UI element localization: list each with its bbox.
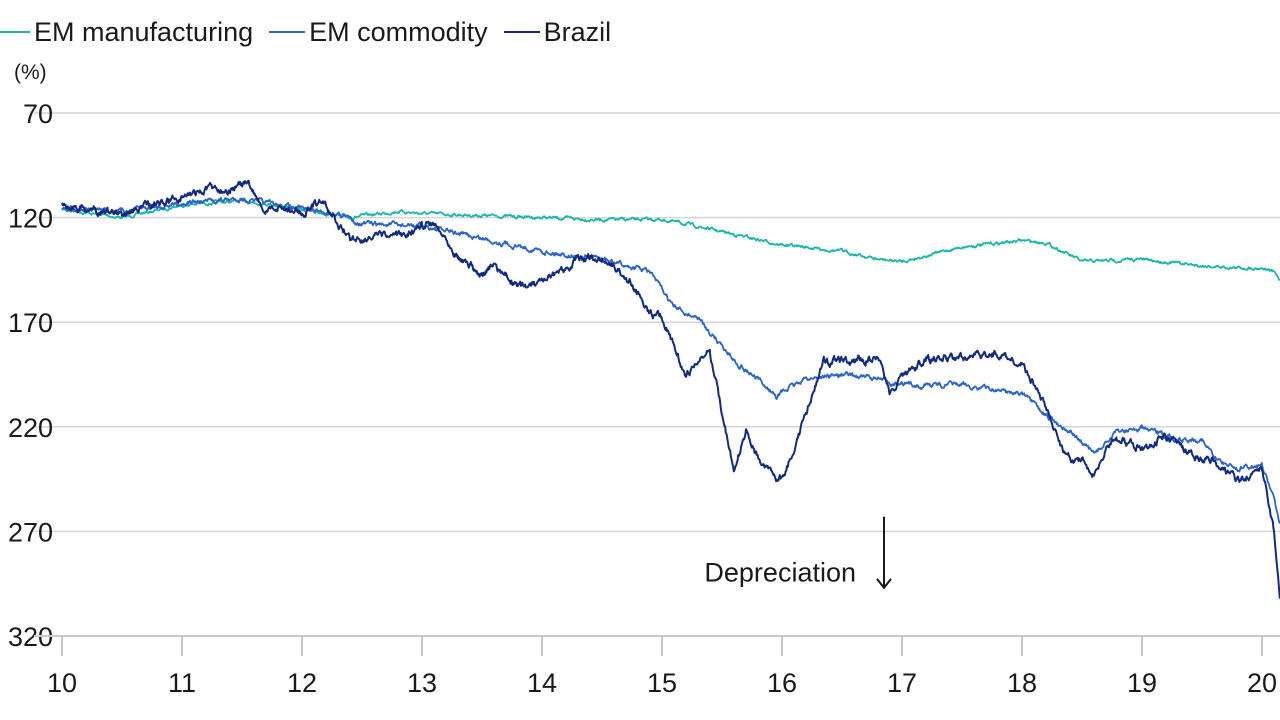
y-tick-label: 270 <box>8 517 53 547</box>
legend: EM manufacturing EM commodity Brazil <box>0 12 627 52</box>
x-tick-label: 18 <box>1007 668 1037 698</box>
series-line-em-commodity <box>61 196 1280 524</box>
annotation-label: Depreciation <box>704 558 856 588</box>
x-tick-label: 17 <box>887 668 917 698</box>
legend-label: EM commodity <box>309 16 488 47</box>
annotation-arrowhead <box>876 578 892 590</box>
legend-swatch <box>0 31 30 33</box>
x-tick-label: 11 <box>168 668 196 698</box>
x-tick-label: 13 <box>407 668 437 698</box>
y-tick-label: 220 <box>8 413 53 443</box>
legend-swatch <box>503 31 540 33</box>
x-tick-label: 14 <box>527 668 557 698</box>
y-tick-label: 120 <box>8 204 53 234</box>
x-tick-label: 15 <box>647 668 677 698</box>
legend-item: EM manufacturing <box>0 17 253 48</box>
y-tick-label: 70 <box>23 99 53 129</box>
series-line-brazil <box>61 179 1280 600</box>
legend-item: Brazil <box>503 16 612 48</box>
x-tick-label: 16 <box>767 668 797 698</box>
y-tick-label: 170 <box>8 308 53 338</box>
x-tick-label: 20 <box>1247 668 1277 698</box>
x-tick-label: 19 <box>1127 668 1157 698</box>
legend-label: EM manufacturing <box>34 16 254 47</box>
x-tick-label: 10 <box>47 668 77 698</box>
series-line-em-manufacturing <box>61 197 1280 281</box>
legend-swatch <box>269 31 306 33</box>
y-axis-unit: (%) <box>14 61 47 84</box>
legend-item: EM commodity <box>269 17 488 48</box>
legend-label: Brazil <box>543 16 612 47</box>
x-tick-label: 12 <box>287 668 317 698</box>
